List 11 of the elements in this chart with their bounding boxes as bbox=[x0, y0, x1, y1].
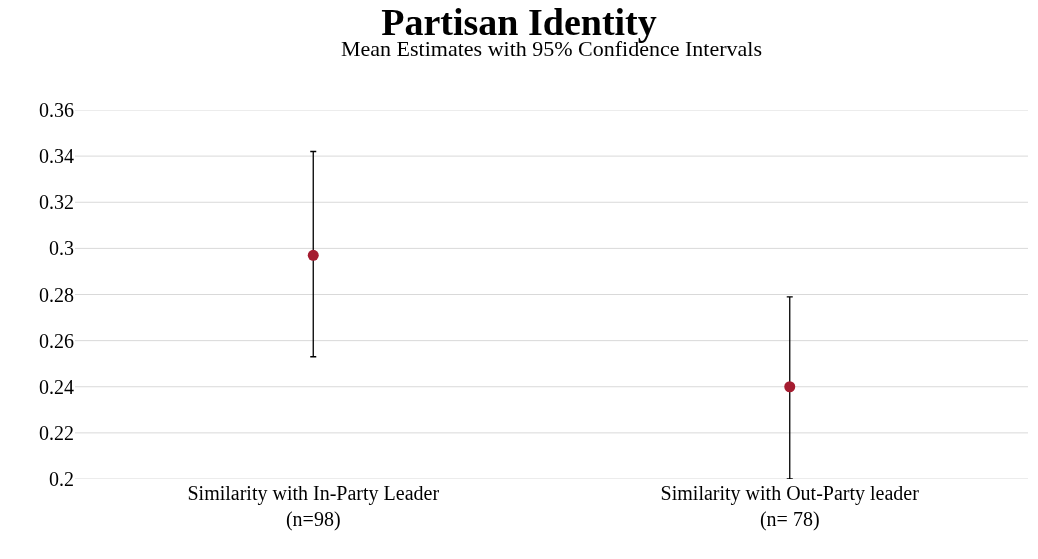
x-tick-label: Similarity with Out-Party leader (n= 78) bbox=[660, 482, 920, 531]
y-tick-label: 0.24 bbox=[39, 375, 74, 398]
y-tick-label: 0.3 bbox=[49, 237, 74, 260]
y-tick-label: 0.32 bbox=[39, 191, 74, 214]
y-tick-label: 0.34 bbox=[39, 145, 74, 168]
y-tick-label: 0.36 bbox=[39, 99, 74, 121]
x-tick-label: Similarity with In-Party Leader (n=98) bbox=[187, 482, 440, 531]
y-tick-label: 0.2 bbox=[49, 468, 74, 490]
y-tick-label: 0.26 bbox=[39, 329, 74, 352]
y-tick-label: 0.28 bbox=[39, 283, 74, 306]
y-tick-label: 0.22 bbox=[39, 421, 74, 444]
